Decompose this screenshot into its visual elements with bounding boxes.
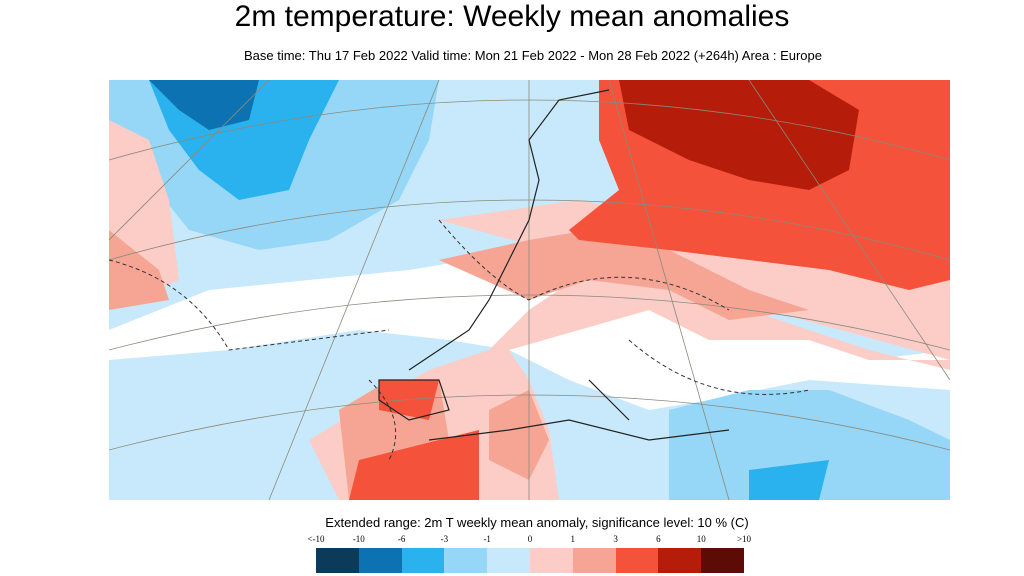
legend-swatch	[316, 548, 359, 573]
legend-tick: 10	[696, 534, 706, 544]
legend-tick: -3	[440, 534, 449, 544]
legend-tick: 3	[613, 534, 618, 544]
legend-tick: 0	[527, 534, 533, 544]
legend-colorbar	[316, 548, 744, 573]
anomaly-map	[109, 80, 950, 500]
page-title: 2m temperature: Weekly mean anomalies	[234, 0, 790, 33]
legend-tick: -6	[397, 534, 406, 544]
legend-swatch	[572, 548, 616, 573]
legend-tick: >10	[736, 534, 752, 544]
legend-swatch	[358, 548, 402, 573]
significance-contours	[109, 219, 810, 461]
page-subtitle: Base time: Thu 17 Feb 2022 Valid time: M…	[243, 48, 822, 63]
legend-title: Extended range: 2m T weekly mean anomaly…	[325, 515, 749, 530]
legend-tick: 1	[570, 534, 576, 544]
legend-tick: 6	[656, 534, 661, 544]
anomaly-region-light-pink	[109, 120, 950, 500]
legend-swatch	[658, 548, 702, 573]
legend-tick: -1	[483, 534, 491, 544]
legend-tick: -10	[352, 534, 365, 544]
legend-swatch	[701, 548, 744, 573]
legend-tick: <-10	[307, 534, 325, 544]
anomaly-region-blue-east	[749, 460, 829, 500]
anomaly-region-blue-south	[669, 390, 950, 500]
legend-swatch	[487, 548, 530, 573]
legend-swatch	[401, 548, 445, 573]
legend-swatch	[529, 548, 573, 573]
graticule	[109, 80, 950, 500]
legend-ticks: <-10 -10 -6 -3 -1 0 1 3 6 10 >10	[307, 534, 751, 546]
legend-swatch	[615, 548, 659, 573]
legend-swatch	[444, 548, 488, 573]
coastlines	[378, 89, 730, 441]
